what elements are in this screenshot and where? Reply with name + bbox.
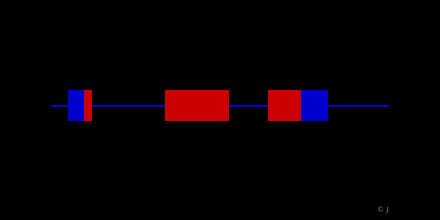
Text: Translation start
codon (ATG): Translation start codon (ATG) (63, 145, 126, 165)
Text: Exon 2: Exon 2 (183, 76, 211, 85)
FancyBboxPatch shape (389, 0, 440, 220)
Text: Intron 1: Intron 1 (112, 76, 145, 85)
Text: Exon 1: Exon 1 (66, 76, 95, 85)
Text: Exon 3: Exon 3 (284, 76, 312, 85)
Bar (165, 90, 229, 121)
Text: Gene Structure: Gene Structure (135, 11, 305, 31)
Bar (84, 90, 92, 121)
Text: © Joanne Lind: © Joanne Lind (377, 207, 427, 213)
Text: 5': 5' (13, 101, 22, 111)
Text: Transcription
initiation: Transcription initiation (52, 29, 102, 50)
Bar (301, 90, 328, 121)
Bar (268, 90, 301, 121)
Text: Translation
STOP codon: Translation STOP codon (305, 145, 351, 165)
Bar (68, 90, 84, 121)
Text: 3': 3' (428, 101, 437, 111)
Text: Promoter
region: Promoter region (29, 131, 64, 151)
Text: Transcription
termination: Transcription termination (362, 29, 412, 50)
Text: Intron 2: Intron 2 (232, 76, 265, 85)
FancyBboxPatch shape (0, 0, 51, 220)
